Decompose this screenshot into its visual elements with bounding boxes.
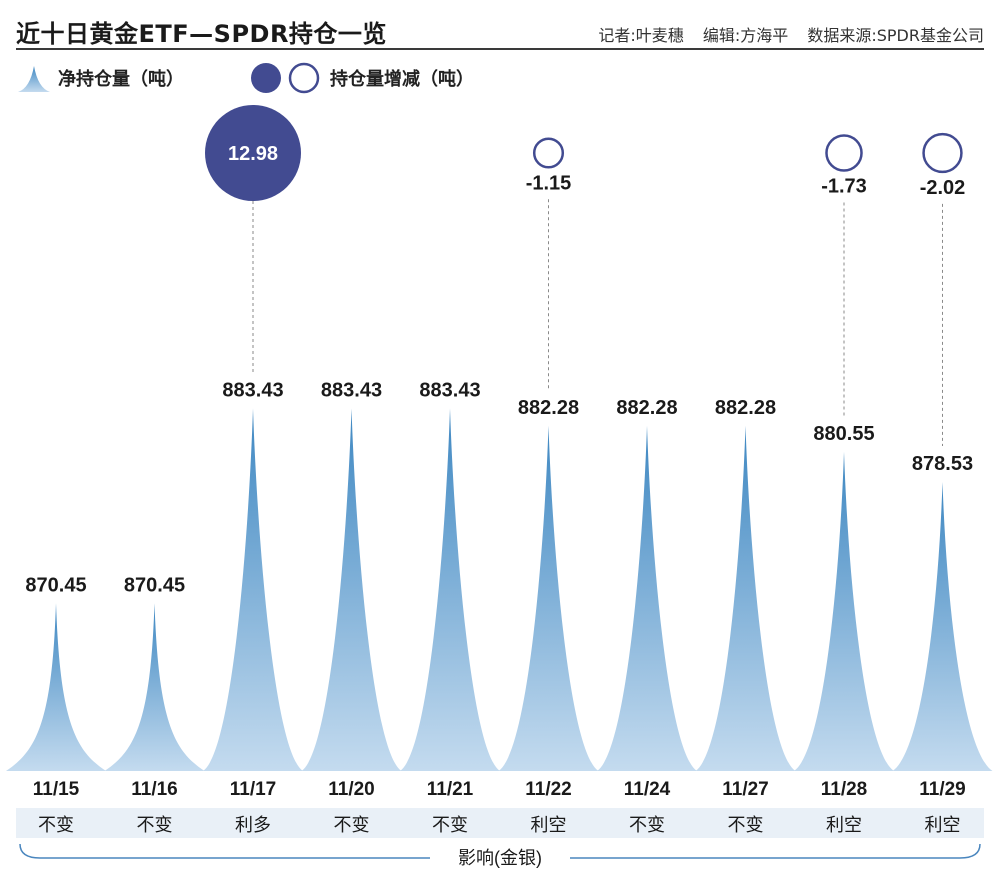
header-divider	[16, 48, 984, 50]
change-bubble-negative	[825, 134, 863, 172]
change-value-label: -1.15	[526, 172, 572, 194]
holdings-value-label: 880.55	[813, 423, 874, 445]
holdings-value-label: 883.43	[419, 380, 480, 402]
date-label: 11/27	[722, 779, 769, 800]
change-value-label: -2.02	[920, 177, 966, 199]
holdings-spike-11-28	[794, 451, 894, 771]
date-label: 11/29	[919, 779, 966, 800]
header: 近十日黄金ETF—SPDR持仓一览 记者:叶麦穗 编辑:方海平 数据来源:SPD…	[0, 0, 1000, 50]
spikes-layer	[6, 408, 993, 771]
holdings-value-label: 883.43	[321, 380, 382, 402]
page-title: 近十日黄金ETF—SPDR持仓一览	[16, 20, 387, 48]
impact-brace	[19, 843, 981, 859]
legend-holdings: 净持仓量（吨）	[16, 58, 184, 98]
credits: 记者:叶麦穗 编辑:方海平 数据来源:SPDR基金公司	[584, 22, 984, 46]
bubbles-layer: 12.98 -1.15 -1.73 -2.02	[205, 105, 966, 447]
source-credit: 数据来源:SPDR基金公司	[807, 26, 984, 45]
axis-layer: 11/15 11/16 11/17 11/20 11/21 11/22 11/24 11/27…	[33, 779, 966, 800]
reporter-credit: 记者:叶麦穗	[598, 26, 684, 45]
holdings-value-label: 882.28	[715, 397, 776, 419]
impact-label: 不变	[137, 815, 173, 835]
holdings-spike-11-15	[6, 603, 106, 771]
holdings-spike-11-29	[892, 482, 993, 771]
holdings-spike-11-27	[695, 425, 796, 771]
holdings-value-label: 883.43	[222, 380, 283, 402]
holdings-value-label: 882.28	[616, 397, 677, 419]
holdings-value-label: 878.53	[912, 453, 973, 475]
impact-label: 不变	[38, 815, 74, 835]
date-label: 11/24	[624, 779, 671, 800]
change-value-label: -1.73	[821, 176, 867, 198]
holdings-spike-11-20	[301, 408, 402, 771]
legend-change: 持仓量增减（吨）	[248, 58, 474, 98]
impact-label: 不变	[629, 815, 665, 835]
holdings-spike-11-17	[203, 408, 303, 771]
legend-change-label: 持仓量增减（吨）	[330, 69, 474, 90]
date-label: 11/17	[230, 779, 277, 800]
holdings-spike-11-24	[597, 425, 697, 771]
impact-label: 利空	[531, 815, 567, 835]
impact-caption: 影响(金银)	[458, 848, 542, 868]
change-bubble-positive	[205, 105, 301, 201]
holdings-value-label: 882.28	[518, 397, 579, 419]
impact-band	[16, 808, 984, 838]
change-value-label: 12.98	[228, 143, 278, 165]
date-label: 11/21	[427, 779, 474, 800]
spike-icon	[18, 66, 50, 92]
date-label: 11/20	[328, 779, 375, 800]
impact-label: 利多	[235, 815, 271, 835]
change-bubble-negative	[922, 132, 963, 174]
legend-holdings-label: 净持仓量（吨）	[58, 69, 184, 90]
legend: 净持仓量（吨） 持仓量增减（吨）	[16, 58, 716, 98]
impact-label: 利空	[925, 815, 961, 835]
date-label: 11/15	[33, 779, 80, 800]
impact-label: 不变	[334, 815, 370, 835]
holdings-spike-11-22	[498, 425, 599, 771]
holdings-value-label: 870.45	[25, 574, 86, 596]
impact-label: 利空	[826, 815, 862, 835]
holdings-spike-11-21	[400, 408, 500, 771]
change-bubble-negative	[532, 137, 565, 169]
filled-circle-icon	[251, 63, 281, 93]
editor-credit: 编辑:方海平	[702, 26, 789, 45]
impact-label: 不变	[432, 815, 468, 835]
impact-label: 不变	[728, 815, 764, 835]
labels-layer: 870.45 870.45 883.43 883.43 883.43 882.28 882.…	[25, 380, 973, 597]
date-label: 11/28	[821, 779, 868, 800]
date-label: 11/16	[131, 779, 178, 800]
date-label: 11/22	[525, 779, 572, 800]
holdings-spike-11-16	[104, 603, 205, 771]
hollow-circle-icon	[288, 62, 320, 94]
holdings-value-label: 870.45	[124, 574, 185, 596]
